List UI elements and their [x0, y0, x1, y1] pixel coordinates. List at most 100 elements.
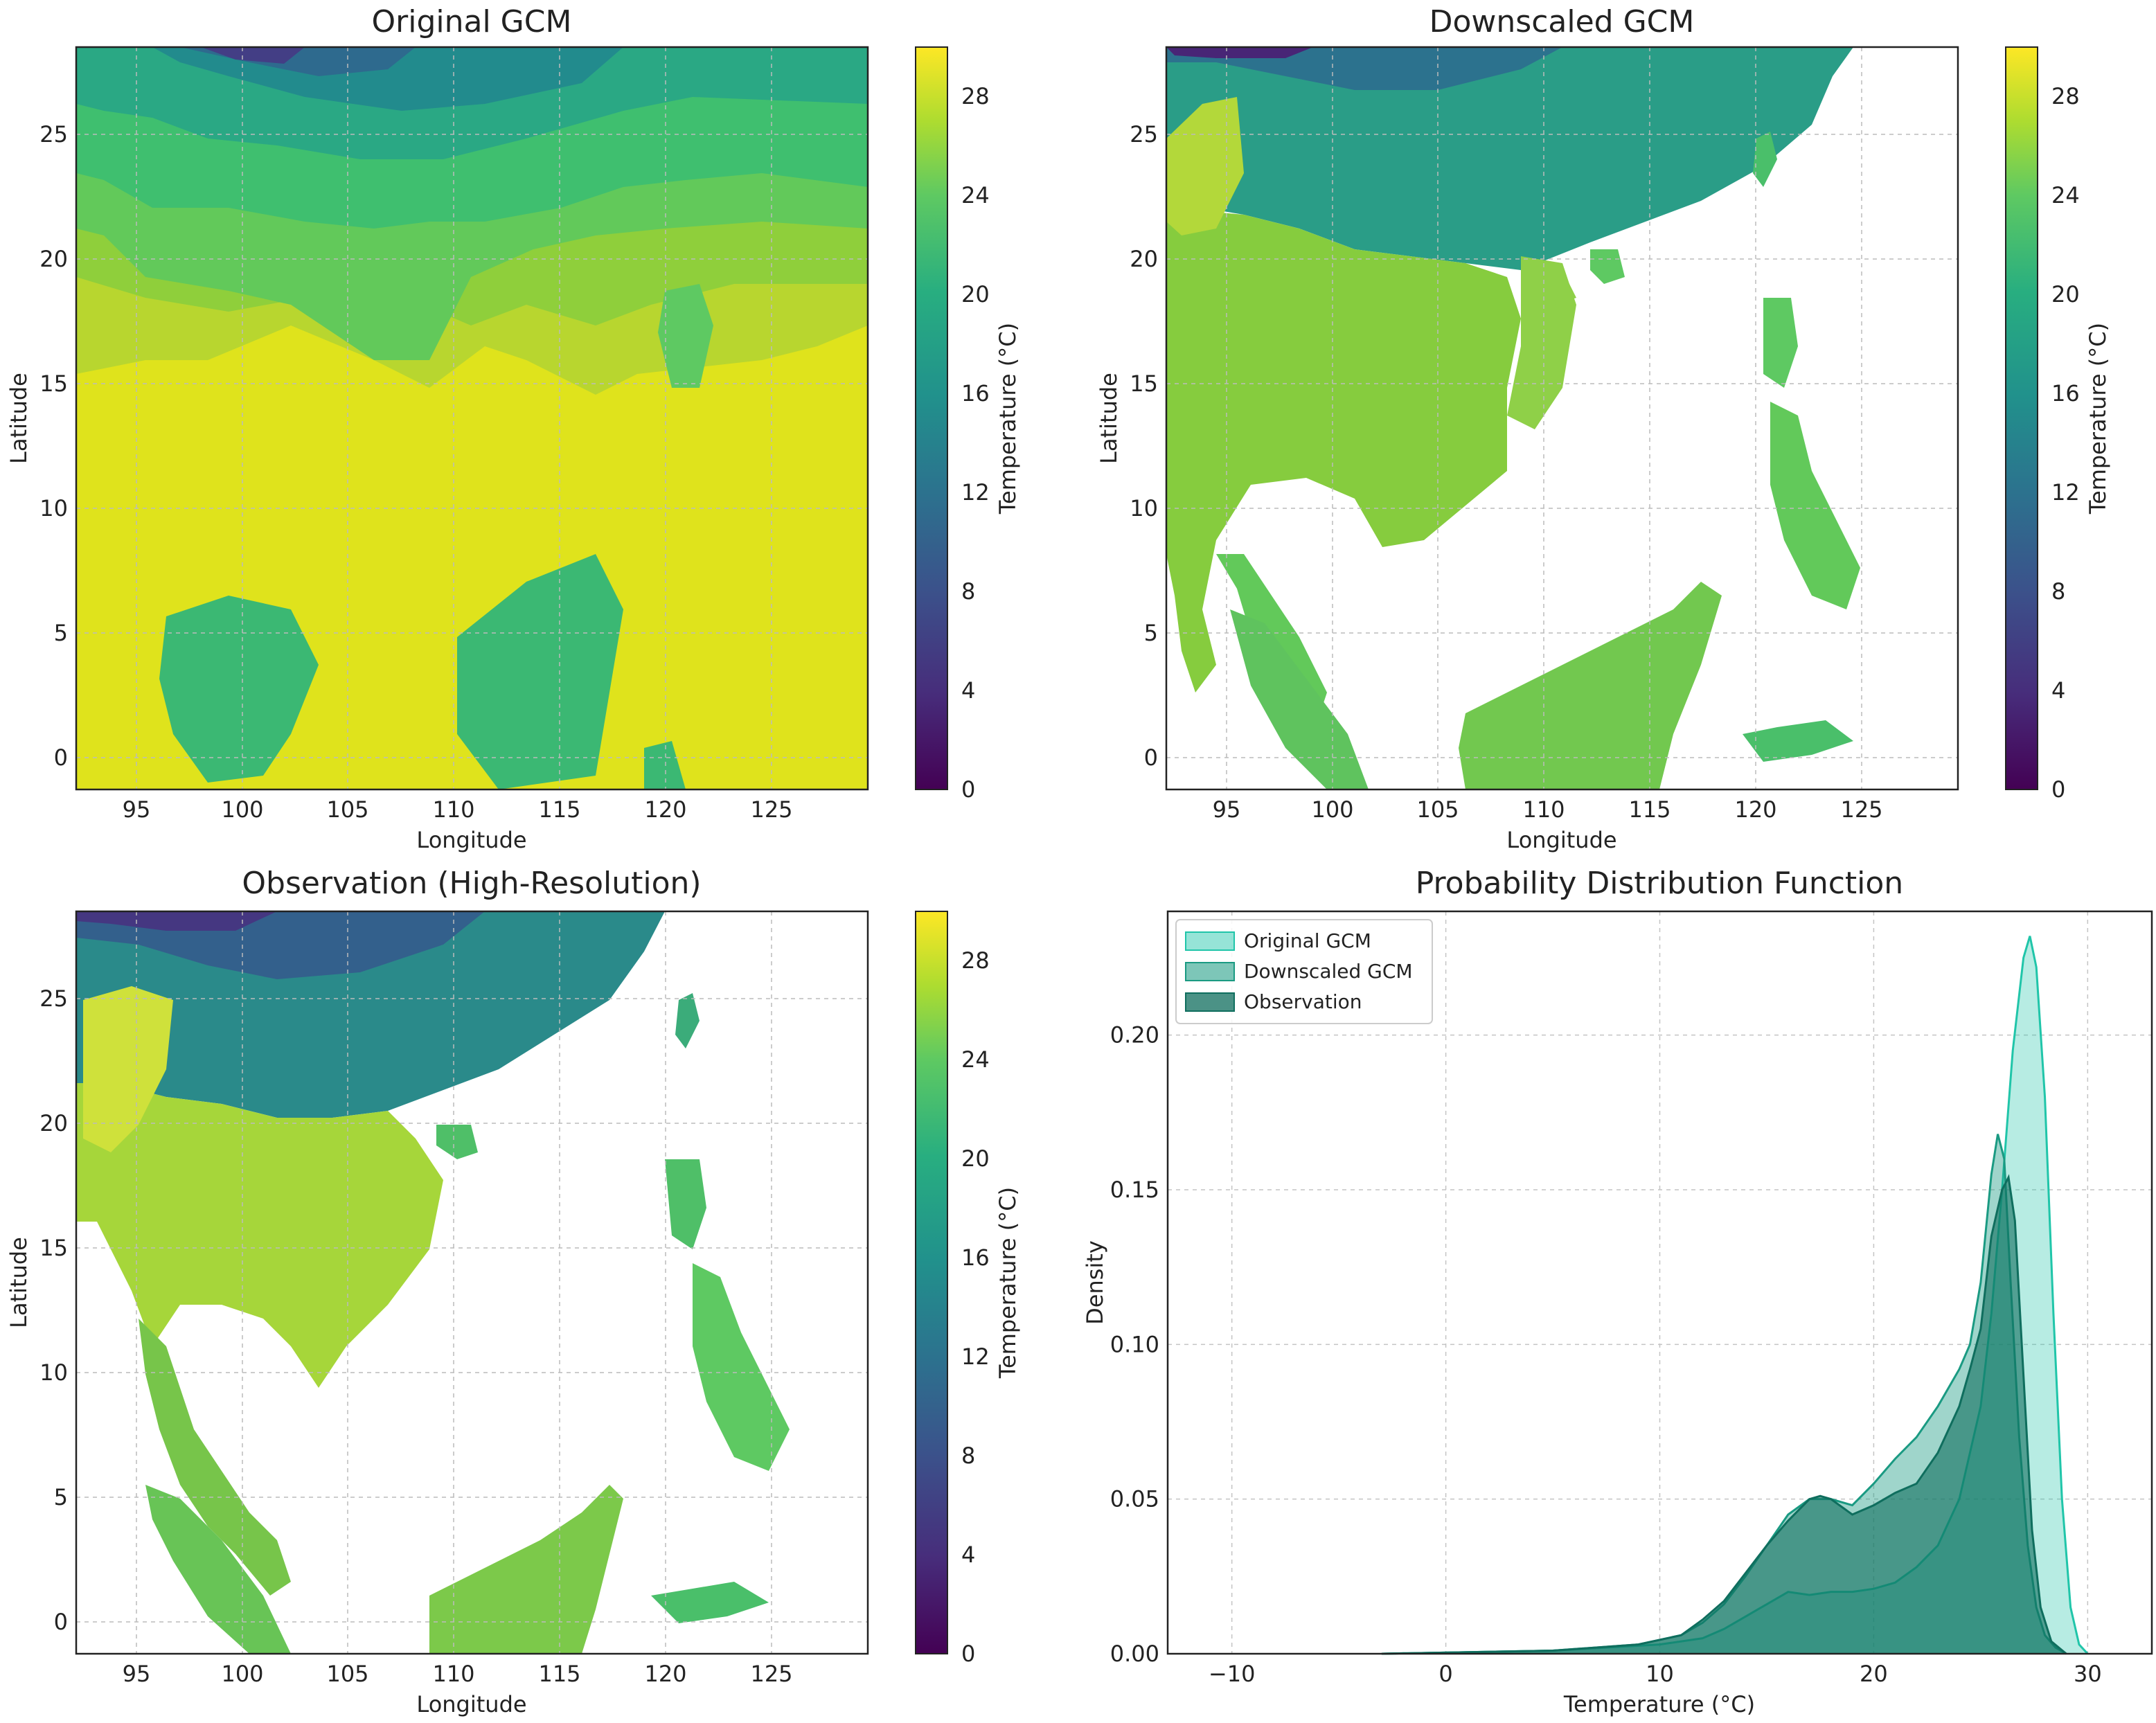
panel-title: Observation (High-Resolution) — [242, 866, 701, 901]
pdf-y-tick: 0.05 — [1110, 1486, 1159, 1512]
svg-text:120: 120 — [644, 796, 686, 823]
svg-text:0: 0 — [54, 744, 68, 771]
pdf-y-tick: 0.00 — [1110, 1641, 1159, 1667]
svg-text:105: 105 — [326, 796, 368, 823]
pdf-legend-label: Downscaled GCM — [1244, 960, 1413, 983]
pdf-series-line — [1381, 1174, 2067, 1655]
svg-text:4: 4 — [961, 677, 975, 704]
svg-text:20: 20 — [2051, 281, 2080, 307]
pdf-y-tick: 0.15 — [1110, 1177, 1159, 1203]
observation-land — [76, 911, 790, 1654]
svg-text:20: 20 — [39, 246, 68, 272]
panel-title: Original GCM — [372, 4, 572, 39]
svg-text:20: 20 — [39, 1110, 68, 1136]
svg-text:20: 20 — [961, 1145, 990, 1172]
colorbar: 0 4 8 12 16 20 24 28 Temperature (°C) — [2005, 46, 2111, 803]
svg-text:12: 12 — [2051, 479, 2080, 506]
colorbar: 0 4 8 12 16 20 24 28 Temperature (°C) — [915, 46, 1021, 803]
svg-text:15: 15 — [39, 1235, 68, 1261]
svg-text:0: 0 — [961, 1641, 975, 1667]
svg-text:20: 20 — [961, 281, 990, 307]
pdf-series-fill — [1381, 1177, 2067, 1654]
y-tick-labels: 0 5 10 15 20 25 — [39, 121, 68, 771]
svg-text:12: 12 — [961, 479, 990, 506]
pdf-y-tick-labels: 0.00 0.05 0.10 0.15 0.20 — [1110, 1022, 1159, 1667]
svg-text:16: 16 — [961, 1244, 990, 1271]
pdf-legend-label: Original GCM — [1244, 929, 1371, 952]
gcm-field — [76, 47, 868, 789]
y-axis-label: Latitude — [1096, 373, 1122, 464]
svg-text:28: 28 — [961, 83, 990, 109]
svg-text:110: 110 — [432, 1661, 474, 1687]
pdf-legend: Original GCM Downscaled GCM Observation — [1175, 919, 1433, 1024]
colorbar-label: Temperature (°C) — [995, 1187, 1021, 1379]
svg-text:5: 5 — [54, 620, 68, 646]
x-tick-labels: 95 100 105 110 115 120 125 — [1213, 796, 1883, 823]
map-gridlines — [76, 911, 868, 1654]
svg-text:105: 105 — [1416, 796, 1459, 823]
svg-text:10: 10 — [39, 1359, 68, 1386]
svg-text:115: 115 — [538, 1661, 580, 1687]
svg-text:0: 0 — [54, 1609, 68, 1635]
svg-text:4: 4 — [2051, 677, 2065, 704]
x-tick-labels: 95 100 105 110 115 120 125 — [123, 1661, 793, 1687]
panel-title: Downscaled GCM — [1429, 4, 1695, 39]
svg-text:8: 8 — [961, 578, 975, 605]
svg-text:100: 100 — [221, 796, 263, 823]
svg-text:125: 125 — [1840, 796, 1882, 823]
svg-text:24: 24 — [961, 1046, 990, 1073]
colorbar-label: Temperature (°C) — [2085, 323, 2111, 515]
svg-text:95: 95 — [1213, 796, 1241, 823]
pdf-y-axis-label: Density — [1082, 1240, 1108, 1325]
svg-text:100: 100 — [221, 1661, 263, 1687]
pdf-y-tick: 0.10 — [1110, 1331, 1159, 1357]
original-gcm-panel: Original GCM 95 100 105 110 115 120 125 05 … — [6, 4, 1021, 853]
svg-text:125: 125 — [750, 1661, 792, 1687]
svg-text:24: 24 — [2051, 182, 2080, 208]
svg-text:24: 24 — [961, 182, 990, 208]
svg-text:8: 8 — [2051, 578, 2065, 605]
x-axis-label: Longitude — [416, 1691, 526, 1717]
svg-text:28: 28 — [961, 947, 990, 974]
svg-text:12: 12 — [961, 1343, 990, 1370]
y-tick-labels: 0 5 10 15 20 25 — [1130, 121, 1158, 771]
pdf-x-tick: 20 — [1860, 1661, 1888, 1687]
pdf-plot-frame — [1166, 910, 2153, 1655]
pdf-x-tick-labels: −10 0 10 20 30 — [1209, 1661, 2102, 1687]
map-gridlines — [1166, 47, 1958, 789]
svg-text:10: 10 — [39, 495, 68, 521]
svg-text:25: 25 — [39, 985, 68, 1012]
map-gridlines — [76, 47, 868, 789]
svg-text:25: 25 — [1130, 121, 1158, 148]
svg-text:10: 10 — [1130, 495, 1158, 521]
svg-text:5: 5 — [54, 1484, 68, 1510]
y-axis-label: Latitude — [6, 1237, 32, 1328]
svg-text:20: 20 — [1130, 246, 1158, 272]
svg-text:25: 25 — [39, 121, 68, 148]
pdf-x-tick: 30 — [2074, 1661, 2102, 1687]
svg-text:95: 95 — [123, 1661, 151, 1687]
downscaled-land — [1166, 47, 1860, 789]
pdf-series-areas — [1381, 936, 2089, 1655]
svg-text:105: 105 — [326, 1661, 368, 1687]
x-axis-label: Longitude — [1506, 827, 1616, 853]
svg-text:0: 0 — [961, 776, 975, 803]
svg-text:110: 110 — [432, 796, 474, 823]
pdf-x-tick: −10 — [1209, 1661, 1256, 1687]
observation-panel: Observation (High-Resolution) 95 100 105 1… — [6, 866, 1021, 1717]
pdf-legend-swatch — [1185, 992, 1235, 1012]
pdf-x-tick: 10 — [1646, 1661, 1674, 1687]
x-axis-label: Longitude — [416, 827, 526, 853]
pdf-legend-swatch — [1185, 931, 1235, 951]
pdf-title: Probability Distribution Function — [1416, 866, 1903, 901]
pdf-y-tick: 0.20 — [1110, 1022, 1159, 1048]
y-tick-labels: 0 5 10 15 20 25 — [39, 985, 68, 1635]
pdf-x-tick: 0 — [1438, 1661, 1452, 1687]
svg-text:95: 95 — [123, 796, 151, 823]
pdf-panel: Probability Distribution Function −10 0 10… — [1082, 866, 2153, 1717]
svg-text:110: 110 — [1522, 796, 1565, 823]
svg-text:120: 120 — [1734, 796, 1776, 823]
colorbar-label: Temperature (°C) — [995, 323, 1021, 515]
svg-text:5: 5 — [1144, 620, 1158, 646]
svg-text:15: 15 — [1130, 371, 1158, 397]
